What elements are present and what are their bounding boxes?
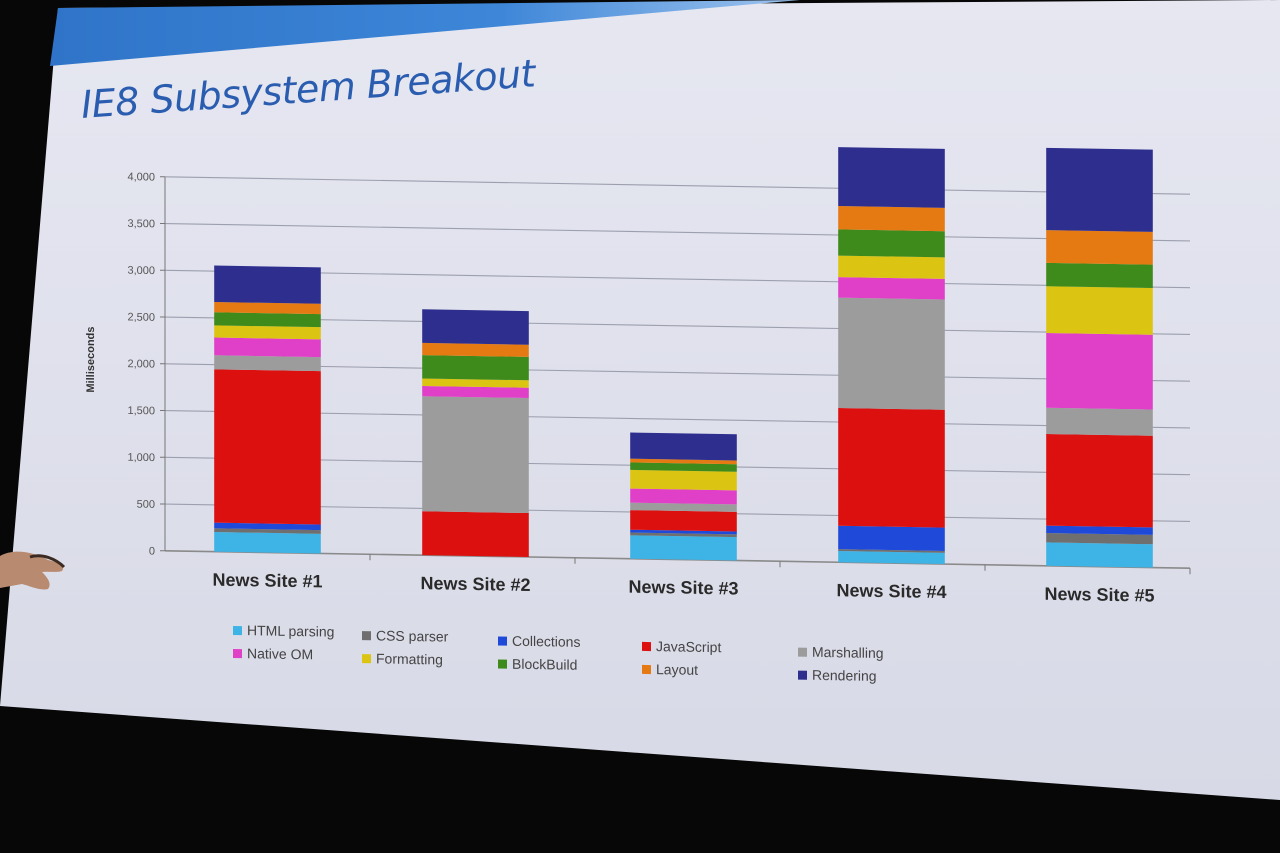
- bar-segment-javascript: [630, 510, 737, 532]
- category-label: News Site #5: [1044, 584, 1154, 606]
- gridline: [165, 176, 1190, 195]
- bar-segment-layout: [422, 342, 529, 357]
- y-tick-label: 3,500: [127, 218, 155, 230]
- y-tick-label: 2,000: [127, 358, 155, 370]
- bar-segment-formatting: [422, 378, 529, 388]
- bar-segment-html-parsing: [214, 532, 321, 554]
- bar-segment-layout: [214, 301, 321, 315]
- bar-segment-blockbuild: [1046, 262, 1153, 289]
- bar-segment-native-om: [1046, 332, 1153, 410]
- bar-segment-rendering: [214, 265, 321, 304]
- legend-swatch: [498, 636, 507, 646]
- legend-label: Formatting: [376, 650, 443, 667]
- legend-swatch: [798, 670, 807, 680]
- bar-segment-javascript: [838, 407, 945, 528]
- presenter-hand: [0, 551, 66, 590]
- y-axis: 0 500 1,000 1,500 2,000 2,500 3,000 3,500 4,000 M…: [85, 171, 166, 558]
- legend-label: JavaScript: [656, 638, 721, 655]
- bar-segment-javascript: [1046, 433, 1153, 528]
- stacked-bar-chart: 0 500 1,000 1,500 2,000 2,500 3,000 3,500 4,000 M…: [85, 147, 1191, 684]
- category-label: News Site #4: [836, 580, 946, 602]
- bar-segment-blockbuild: [214, 312, 321, 328]
- bar-segment-formatting: [838, 255, 945, 279]
- bar-segment-native-om: [422, 385, 529, 399]
- x-axis: News Site #1 News Site #2 News Site #3 News…: [212, 554, 1191, 606]
- bar-segment-html-parsing: [630, 535, 737, 561]
- bar-segment-collections: [214, 522, 321, 531]
- bar-segment-layout: [1046, 230, 1153, 265]
- bar-segment-html-parsing: [838, 551, 945, 565]
- bar-segment-rendering: [630, 432, 737, 461]
- bar-segment-blockbuild: [838, 229, 945, 258]
- legend-label: CSS parser: [376, 627, 449, 644]
- slide-header-band: [50, 0, 800, 66]
- legend-label: BlockBuild: [512, 656, 577, 673]
- gridline: [165, 363, 1190, 382]
- gridline: [165, 269, 1190, 289]
- projection-screen: [0, 0, 1280, 800]
- bar-segment-marshalling: [1046, 407, 1153, 436]
- bar-segment-formatting: [630, 469, 737, 491]
- legend-swatch: [362, 654, 371, 664]
- legend-label: Marshalling: [812, 644, 884, 661]
- bar-segment-formatting: [1046, 286, 1153, 335]
- bar-segment-layout: [630, 458, 737, 465]
- category-label: News Site #2: [420, 573, 530, 595]
- legend-swatch: [642, 664, 651, 675]
- legend-swatch: [233, 625, 242, 636]
- category-label: News Site #1: [212, 570, 322, 592]
- bar-segment-rendering: [838, 147, 945, 208]
- y-tick-label: 0: [149, 546, 155, 558]
- y-tick-label: 2,500: [127, 311, 155, 323]
- y-tick-label: 500: [137, 499, 155, 511]
- gridline: [165, 223, 1190, 242]
- bar-segment-css-parser: [1046, 533, 1153, 545]
- bar-segment-native-om: [214, 337, 321, 358]
- bar-segment-rendering: [1046, 147, 1153, 232]
- bar-segment-css-parser: [630, 532, 737, 538]
- bar-segment-collections: [630, 529, 737, 535]
- legend-label: Collections: [512, 633, 580, 650]
- y-tick-label: 4,000: [127, 171, 155, 183]
- legend-label: Rendering: [812, 667, 877, 684]
- legend-swatch: [642, 641, 651, 652]
- bar-segment-blockbuild: [630, 462, 737, 472]
- bar-segment-marshalling: [838, 297, 945, 410]
- y-tick-label: 1,500: [127, 405, 155, 417]
- legend-label: Native OM: [247, 645, 313, 662]
- gridline: [165, 316, 1190, 336]
- bar-segment-collections: [1046, 525, 1153, 535]
- bar-segment-marshalling: [422, 396, 529, 514]
- y-tick-label: 1,000: [127, 452, 155, 464]
- gridlines: [165, 176, 1190, 570]
- bar-segment-javascript: [214, 369, 321, 525]
- y-axis-title: Milliseconds: [85, 326, 97, 392]
- gridline: [165, 410, 1190, 429]
- legend-swatch: [498, 659, 507, 669]
- bar-segment-layout: [838, 206, 945, 232]
- bars: [214, 147, 1153, 568]
- bar-segment-css-parser: [214, 528, 321, 534]
- bar-segment-html-parsing: [1046, 542, 1153, 568]
- legend-swatch: [233, 648, 242, 659]
- bar-segment-css-parser: [838, 549, 945, 553]
- bar-segment-native-om: [630, 488, 737, 505]
- bar-segment-blockbuild: [422, 355, 529, 381]
- legend: HTML parsing CSS parser Collections JavaScr…: [233, 622, 884, 684]
- legend-label: HTML parsing: [247, 622, 334, 639]
- bar-segment-marshalling: [630, 502, 737, 512]
- bar-segment-javascript: [422, 511, 529, 557]
- legend-label: Layout: [656, 661, 698, 678]
- bar-segment-rendering: [422, 309, 529, 345]
- y-tick-label: 3,000: [127, 265, 155, 277]
- bar-segment-collections: [838, 525, 945, 551]
- bar-segment-native-om: [838, 277, 945, 300]
- legend-swatch: [798, 647, 807, 657]
- bar-segment-formatting: [214, 325, 321, 340]
- legend-swatch: [362, 631, 371, 641]
- bar-segment-marshalling: [214, 355, 321, 372]
- category-label: News Site #3: [628, 577, 738, 599]
